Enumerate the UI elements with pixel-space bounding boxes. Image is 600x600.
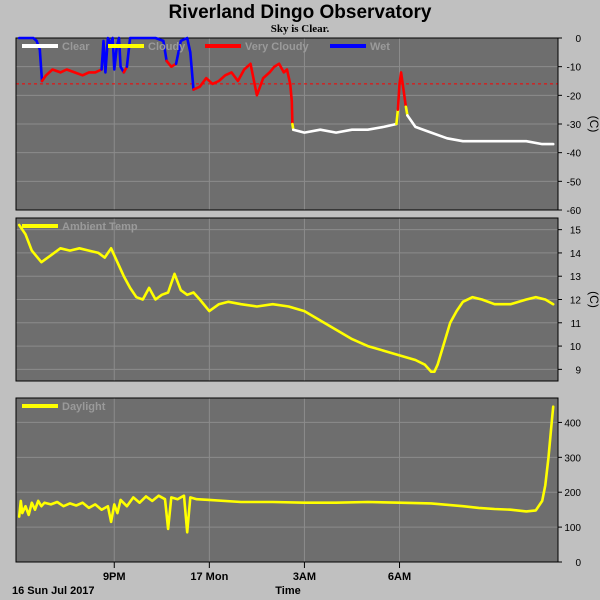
y-tick-label: 9	[575, 365, 581, 376]
series-line-cloudy	[395, 108, 400, 126]
y-tick-label: -60	[567, 206, 582, 217]
x-tick-label: 17 Mon	[190, 571, 228, 583]
time-axis: 9PM 17 Mon 3AM 6AM	[103, 562, 411, 583]
y-tick-label: -40	[567, 149, 582, 160]
series-line-ambient-temp	[17, 223, 555, 374]
series-line-very-cloudy	[165, 59, 178, 68]
series-line-daylight	[17, 405, 555, 534]
series-line-wet	[17, 36, 44, 83]
time-axis-label: Time	[275, 585, 300, 597]
y-tick-label: 14	[570, 249, 582, 260]
series-line-very-cloudy	[396, 71, 408, 111]
legend-label-very-cloudy: Very Cloudy	[245, 41, 309, 53]
y-tick-label: 100	[564, 523, 581, 534]
y-tick-label: 300	[564, 453, 581, 464]
series-line-very-cloudy	[192, 62, 294, 126]
panel-border	[15, 37, 559, 211]
panel-border	[15, 217, 559, 382]
sky-status: Sky is Clear.	[271, 23, 330, 35]
y-tick-label: 0	[575, 34, 581, 45]
panel-background	[16, 398, 558, 562]
y-tick-label: -10	[567, 63, 582, 74]
x-tick-label: 6AM	[388, 571, 411, 583]
y-tick-label: 200	[564, 488, 581, 499]
y-tick-label: -20	[567, 91, 582, 102]
ambient-temp-panel: 9 10 11 12 13 14 15 (C) Ambient Temp	[15, 217, 600, 382]
y-axis-unit-label: (C)	[587, 116, 600, 133]
series-line-wet	[174, 36, 195, 91]
series-line-cloudy	[404, 105, 409, 117]
panel-border	[15, 397, 559, 563]
start-date-label: 16 Sun Jul 2017	[12, 585, 95, 597]
series-line-clear	[406, 114, 555, 146]
legend-label-cloudy: Cloudy	[148, 41, 186, 53]
series-line-wet	[125, 36, 168, 68]
y-tick-label: -30	[567, 120, 582, 131]
daylight-panel: 0 100 200 300 400 Daylight	[15, 397, 581, 569]
y-tick-label: 0	[575, 558, 581, 569]
y-axis-unit-label: (C)	[587, 291, 600, 308]
x-tick-label: 3AM	[293, 571, 316, 583]
y-tick-label: 11	[571, 319, 582, 330]
series-line-very-cloudy	[40, 68, 103, 83]
y-tick-label: 15	[570, 226, 582, 237]
y-tick-label: 400	[564, 418, 581, 429]
page-title: Riverland Dingo Observatory	[169, 2, 432, 23]
y-tick-label: 10	[570, 342, 582, 353]
x-tick-label: 9PM	[103, 571, 126, 583]
y-tick-label: -50	[567, 177, 582, 188]
legend-label-daylight: Daylight	[62, 401, 106, 413]
series-line-clear	[291, 122, 398, 134]
legend-label-ambient-temp: Ambient Temp	[62, 221, 138, 233]
sky-temp-panel: 0 -10 -20 -30 -40 -50 -60 (C) Clear Cloudy Very Cl…	[15, 34, 600, 217]
y-tick-label: 13	[570, 272, 582, 283]
legend-label-clear: Clear	[62, 41, 90, 53]
y-tick-label: 12	[570, 296, 582, 307]
legend-label-wet: Wet	[370, 41, 390, 53]
